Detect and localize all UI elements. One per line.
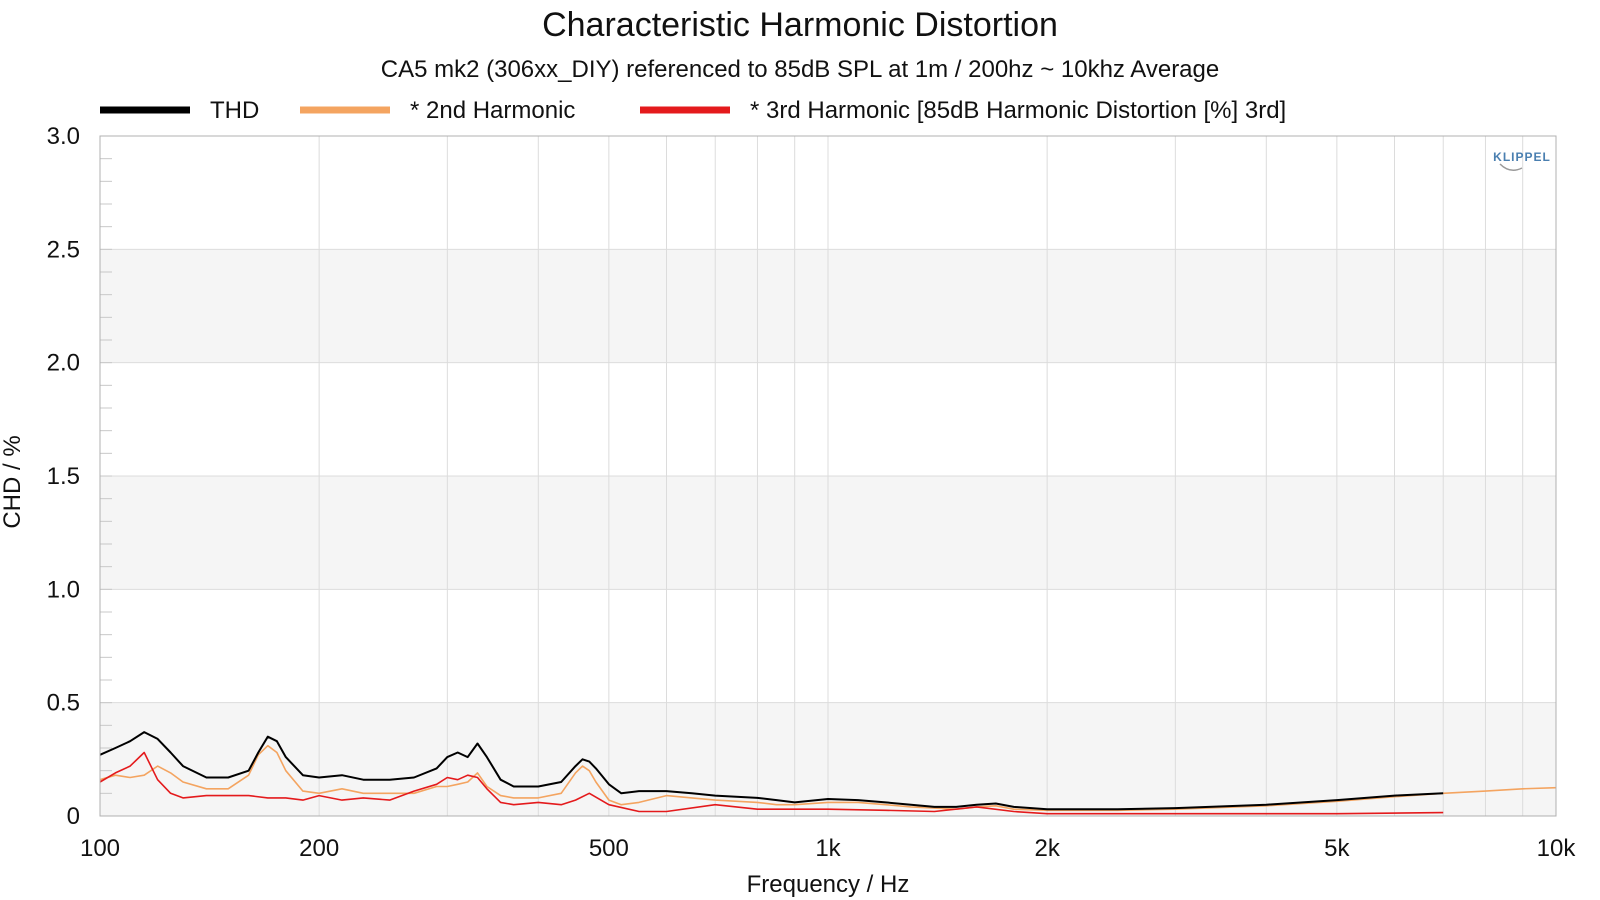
y-axis-ticks: 0 0.5 1.0 1.5 2.0 2.5 3.0: [47, 123, 80, 830]
y-tick-label: 1.5: [47, 463, 80, 490]
y-tick-label: 3.0: [47, 123, 80, 150]
legend-label: * 2nd Harmonic: [410, 97, 575, 124]
x-tick-label: 200: [299, 835, 339, 862]
series-line-3rd-harmonic-85db-harmonic-distortion-3rd: [99, 751, 1444, 815]
klippel-logo-text: KLIPPEL: [1493, 150, 1551, 164]
legend: THD * 2nd Harmonic * 3rd Harmonic [85dB Ha…: [100, 97, 1286, 124]
chart-subtitle: CA5 mk2 (306xx_DIY) referenced to 85dB S…: [381, 56, 1219, 83]
series-layer: [99, 731, 1557, 815]
plot-frame: [99, 135, 1557, 817]
x-axis-label: Frequency / Hz: [747, 871, 910, 898]
plot-border: [99, 135, 1557, 817]
x-tick-label: 5k: [1324, 835, 1350, 862]
x-axis-ticks: 100 200 500 1k 2k 5k 10k: [80, 835, 1576, 862]
series-line-thd: [99, 731, 1444, 811]
y-axis-label: CHD / %: [0, 435, 26, 528]
y-tick-label: 0.5: [47, 690, 80, 717]
chart-title: Characteristic Harmonic Distortion: [542, 6, 1058, 44]
legend-label: * 3rd Harmonic [85dB Harmonic Distortion…: [750, 97, 1286, 124]
legend-label: THD: [210, 97, 259, 124]
x-tick-label: 500: [589, 835, 629, 862]
y-tick-label: 2.5: [47, 236, 80, 263]
y-tick-label: 1.0: [47, 576, 80, 603]
x-tick-label: 2k: [1034, 835, 1060, 862]
x-tick-label: 1k: [815, 835, 841, 862]
series-line-2nd-harmonic: [99, 744, 1557, 812]
x-tick-label: 100: [80, 835, 120, 862]
y-tick-label: 2.0: [47, 350, 80, 377]
x-tick-label: 10k: [1537, 835, 1577, 862]
y-tick-label: 0: [67, 803, 80, 830]
klippel-logo-swoosh: [1499, 163, 1523, 171]
klippel-logo: KLIPPEL: [1493, 150, 1551, 171]
